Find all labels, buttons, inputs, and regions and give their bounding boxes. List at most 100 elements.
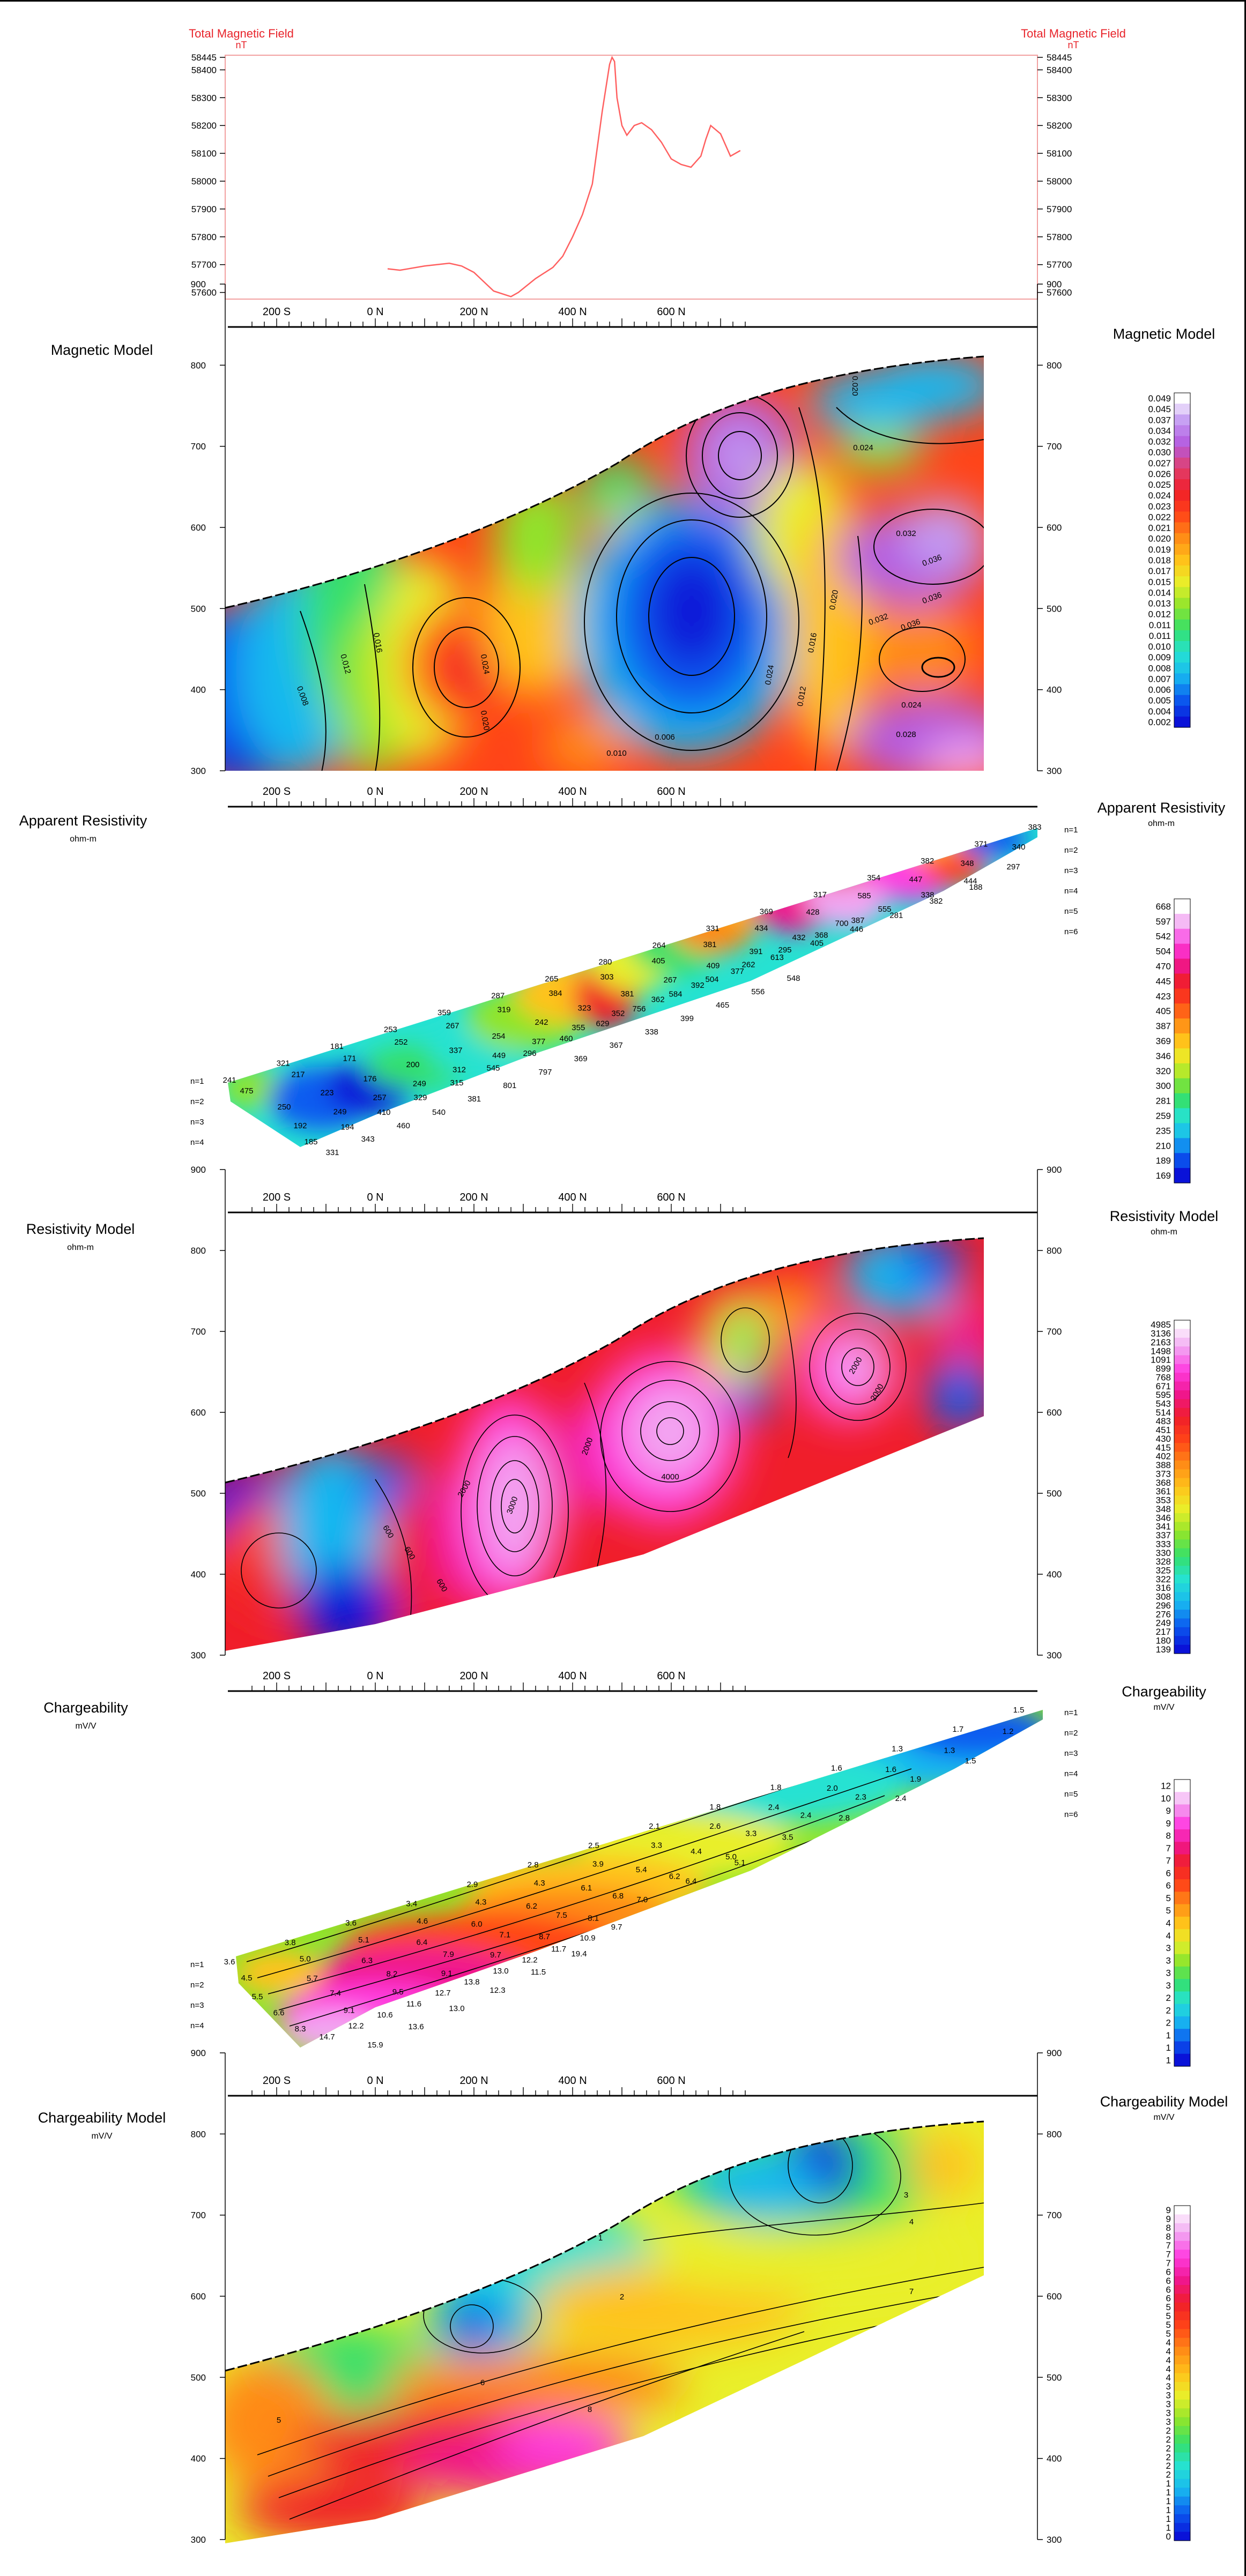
chg-colorbar-swatch: [1174, 2004, 1190, 2017]
apr-station-label: 600 N: [657, 786, 685, 798]
chm-ytick-label-left: 900: [191, 2048, 206, 2058]
res-ytick-label-right: 500: [1047, 1488, 1062, 1499]
tmf-y-ticks-left: 58445 58400 58300 58200 58100 58000 57900 57800…: [191, 53, 225, 298]
apr-data-label: 756: [632, 1004, 646, 1014]
apr-data-label: 262: [741, 961, 755, 970]
chg-colorbar-label: 2: [1166, 2018, 1171, 2028]
res-colorbar-swatch: [1174, 1636, 1190, 1646]
res-colorbar-label: 899: [1156, 1364, 1171, 1374]
chg-data-label: 2.9: [466, 1880, 478, 1889]
chm-colorbar-swatch: [1174, 2302, 1190, 2312]
chm-colorbar-label: 1: [1166, 2478, 1171, 2489]
chg-data-label: 14.7: [319, 2032, 335, 2042]
apr-data-label: 295: [778, 945, 791, 955]
tmf-ytick-left-label: 58100: [191, 148, 217, 159]
apr-data-label: 465: [716, 1001, 729, 1010]
chm-colorbar-label: 4: [1166, 2373, 1171, 2383]
chg-data-label: 5.0: [725, 1852, 737, 1862]
chm-ytick-label-left: 700: [191, 2210, 206, 2221]
chm-colorbar-swatch: [1174, 2214, 1190, 2224]
apr-title-left: Apparent Resistivity: [19, 813, 147, 829]
chm-colorbar-label: 0: [1166, 2532, 1171, 2542]
apr-data-label: 387: [851, 916, 864, 925]
apr-data-label: 700: [835, 919, 848, 928]
chg-panel: Chargeability mV/V Chargeability mV/V 20…: [43, 1670, 1206, 2067]
apr-data-label: 381: [468, 1095, 481, 1104]
res-colorbar-label: 483: [1156, 1416, 1171, 1426]
apr-n-labels-right: n=1 n=2 n=3 n=4 n=5 n=6: [1064, 825, 1078, 936]
chg-colorbar-swatch: [1174, 1866, 1190, 1880]
chg-data-label: 4.5: [241, 1974, 253, 1983]
chg-data-label: 5.4: [636, 1865, 647, 1874]
chg-data-label: 5.1: [735, 1858, 746, 1867]
chg-data-label: 2.1: [649, 1822, 660, 1831]
apr-colorbar-swatch: [1174, 988, 1190, 1004]
chm-unit-right: mV/V: [1153, 2113, 1174, 2122]
res-colorbar-label: 361: [1156, 1486, 1171, 1497]
res-colorbar-label: 543: [1156, 1399, 1171, 1409]
tmf-ytick-right-label: 57900: [1047, 204, 1072, 214]
apr-data-label: 321: [277, 1059, 290, 1068]
res-colorbar-swatch: [1174, 1610, 1190, 1619]
mag-ytick-label-right: 800: [1047, 360, 1062, 370]
chg-n-label: n=5: [1064, 1790, 1078, 1799]
tmf-ytick-right-label: 57700: [1047, 260, 1072, 270]
apr-data-label: 352: [611, 1009, 625, 1018]
mag-colorbar-swatch: [1174, 608, 1190, 620]
apr-data-label: 460: [397, 1121, 410, 1130]
apr-colorbar-label: 281: [1156, 1096, 1171, 1106]
tmf-ytick-right-label: 58445: [1047, 53, 1072, 63]
apr-data-label: 434: [754, 924, 768, 933]
chg-colorbar-label: 1: [1166, 2043, 1171, 2053]
chm-contour-label: 5: [277, 2416, 281, 2425]
res-colorbar-swatch: [1174, 1478, 1190, 1487]
apr-colorbar-border: [1174, 898, 1191, 1183]
res-colorbar: 4985313621631498109189976867159554351448…: [1151, 1320, 1191, 1655]
apr-colorbar: 668 597 542 504 470 445 423 405 387 369 346 320 300 2…: [1156, 898, 1191, 1183]
apr-data-label: 287: [491, 992, 505, 1001]
res-colorbar-label: 451: [1156, 1425, 1171, 1435]
chg-data-label: 12.7: [435, 1989, 450, 1998]
chm-contour-label: 6: [480, 2378, 485, 2387]
mag-colorbar-label: 0.045: [1148, 404, 1171, 414]
chm-colorbar-label: 7: [1166, 2240, 1171, 2251]
chm-ytick-label-left: 400: [191, 2454, 206, 2464]
chg-data-label: 1.3: [892, 1744, 903, 1753]
chm-colorbar-label: 2: [1166, 2452, 1171, 2462]
mag-colorbar-swatch: [1174, 533, 1190, 545]
mag-contour-label: 0.020: [850, 376, 859, 396]
res-colorbar-swatch: [1174, 1460, 1190, 1470]
chg-n-labels-right: n=1 n=2 n=3 n=4 n=5 n=6: [1064, 1708, 1078, 1819]
chg-data-label: 6.3: [361, 1956, 373, 1965]
mag-contour-label: 0.010: [606, 749, 627, 758]
chg-data-label: 6.6: [273, 2008, 285, 2017]
chm-colorbar-border: [1174, 2205, 1191, 2541]
mag-colorbar-label: 0.034: [1148, 426, 1171, 436]
apr-station-label: 0 N: [367, 786, 383, 798]
tmf-ytick-right-label: 58100: [1047, 148, 1072, 159]
apr-data-label: 192: [293, 1121, 307, 1130]
chg-colorbar-label: 4: [1166, 1931, 1171, 1941]
apr-data-label: 343: [361, 1135, 375, 1144]
apr-colorbar-swatch: [1174, 958, 1190, 974]
apr-data-label: 584: [669, 990, 682, 999]
chm-ytick-label-right: 900: [1047, 2048, 1062, 2058]
chg-data-label: 3.3: [745, 1829, 756, 1838]
apr-data-label: 383: [1028, 823, 1041, 832]
apr-data-label: 801: [503, 1081, 516, 1090]
res-colorbar-swatch: [1174, 1329, 1190, 1338]
mag-colorbar-label: 0.037: [1148, 415, 1171, 425]
chm-colorbar-swatch: [1174, 2505, 1190, 2515]
chm-panel: Chargeability Model mV/V Chargeability M…: [38, 2048, 1228, 2545]
chg-colorbar-label: 7: [1166, 1843, 1171, 1853]
apr-n-labels-left: n=1 n=2 n=3 n=4: [190, 1077, 204, 1147]
apr-panel: Apparent Resistivity ohm-m Apparent Resi…: [19, 786, 1226, 1183]
apr-n-label: n=4: [190, 1138, 204, 1147]
res-colorbar-label: 337: [1156, 1530, 1171, 1540]
chm-colorbar-label: 2: [1166, 2425, 1171, 2436]
chm-colorbar-label: 2: [1166, 2470, 1171, 2480]
apr-data-label: 449: [492, 1051, 506, 1060]
apr-data-label: 188: [969, 883, 982, 892]
chg-colorbar-swatch: [1174, 1916, 1190, 1930]
chg-n-label: n=2: [190, 1981, 204, 1990]
